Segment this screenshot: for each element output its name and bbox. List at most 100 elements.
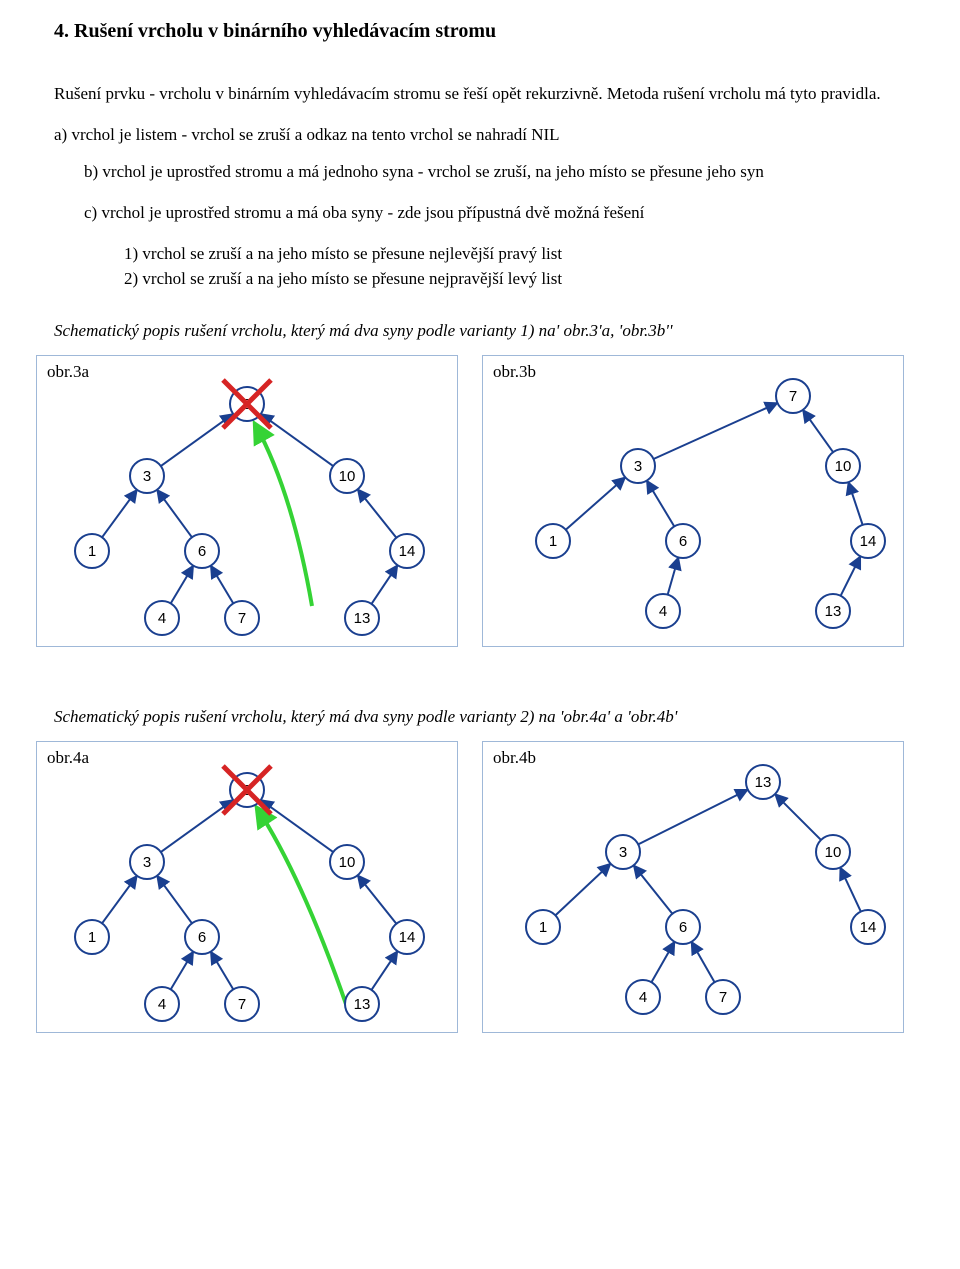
figure-4a-box: obr.4a 831016144713 — [36, 741, 458, 1033]
tree-node: 4 — [145, 601, 179, 635]
tree-node: 13 — [345, 601, 379, 635]
sub-item-1: 1) vrchol se zruší a na jeho místo se př… — [124, 243, 924, 266]
tree-edge — [555, 863, 610, 915]
tree-node: 6 — [185, 534, 219, 568]
svg-text:7: 7 — [789, 388, 797, 405]
svg-text:10: 10 — [339, 854, 356, 871]
figure-3a-svg: 8 3 10 1 6 14 4 7 13 — [37, 356, 457, 646]
tree-edge — [651, 941, 674, 981]
tree-node: 10 — [330, 845, 364, 879]
tree-edge — [102, 875, 137, 923]
tree-edge — [161, 800, 233, 852]
svg-text:13: 13 — [825, 603, 842, 620]
tree-node: 3 — [130, 845, 164, 879]
tree-edge — [102, 489, 137, 537]
svg-text:7: 7 — [238, 996, 246, 1013]
svg-text:3: 3 — [143, 854, 151, 871]
tree-edge — [803, 409, 833, 451]
svg-text:14: 14 — [860, 533, 877, 550]
tree-edge — [371, 565, 397, 604]
svg-text:3: 3 — [619, 844, 627, 861]
svg-text:10: 10 — [825, 844, 842, 861]
figures-row-1: obr.3a 8 3 10 1 6 14 4 7 13 obr.3b 7 3 10 1 6 14 4 13 — [36, 355, 924, 647]
svg-text:1: 1 — [88, 543, 96, 560]
svg-text:4: 4 — [659, 603, 667, 620]
tree-edge — [840, 867, 861, 911]
tree-edge — [171, 951, 194, 989]
figure-4b-box: obr.4b 13 3 10 1 6 14 4 7 — [482, 741, 904, 1033]
page: 4. Rušení vrcholu v binárního vyhledávac… — [0, 0, 960, 1083]
tree-node: 14 — [851, 910, 885, 944]
svg-text:10: 10 — [835, 458, 852, 475]
move-arrow — [255, 424, 312, 606]
svg-text:13: 13 — [354, 610, 371, 627]
tree-node: 1 — [526, 910, 560, 944]
tree-edge — [261, 800, 333, 852]
figure-3b-label: obr.3b — [493, 362, 536, 382]
svg-text:6: 6 — [198, 929, 206, 946]
figure-3b-box: obr.3b 7 3 10 1 6 14 4 13 — [482, 355, 904, 647]
tree-edge — [157, 875, 192, 923]
figure-3a-label: obr.3a — [47, 362, 89, 382]
svg-text:6: 6 — [679, 919, 687, 936]
tree-edge — [161, 414, 233, 466]
item-c: c) vrchol je uprostřed stromu a má oba s… — [84, 202, 924, 225]
svg-text:4: 4 — [158, 610, 166, 627]
tree-node: 10 — [330, 459, 364, 493]
tree-node: 3 — [621, 449, 655, 483]
tree-node: 6 — [666, 910, 700, 944]
tree-edge — [653, 403, 777, 459]
tree-node: 3 — [606, 835, 640, 869]
tree-node: 4 — [646, 594, 680, 628]
tree-node: 10 — [816, 835, 850, 869]
tree-edge — [638, 789, 748, 844]
tree-edge — [566, 477, 626, 530]
tree-node: 14 — [390, 920, 424, 954]
svg-text:1: 1 — [539, 919, 547, 936]
svg-text:3: 3 — [634, 458, 642, 475]
item-b: b) vrchol je uprostřed stromu a má jedno… — [84, 161, 924, 184]
tree-node: 1 — [75, 920, 109, 954]
tree-edge — [691, 941, 714, 981]
tree-edge — [668, 557, 679, 594]
tree-node: 6 — [666, 524, 700, 558]
tree-node: 3 — [130, 459, 164, 493]
tree-node: 7 — [706, 980, 740, 1014]
tree-node: 7 — [225, 601, 259, 635]
svg-text:6: 6 — [679, 533, 687, 550]
tree-node: 7 — [225, 987, 259, 1021]
tree-edge — [171, 565, 194, 603]
tree-edge — [371, 951, 397, 990]
tree-edge — [157, 489, 192, 537]
figure-4a-label: obr.4a — [47, 748, 89, 768]
svg-text:1: 1 — [88, 929, 96, 946]
tree-node: 14 — [851, 524, 885, 558]
tree-edge — [848, 482, 862, 525]
svg-text:1: 1 — [549, 533, 557, 550]
svg-text:4: 4 — [639, 989, 647, 1006]
figure-4b-label: obr.4b — [493, 748, 536, 768]
tree-edge — [211, 951, 234, 989]
figures-row-2: obr.4a 831016144713 obr.4b 13310161447 — [36, 741, 924, 1033]
tree-node: 6 — [185, 920, 219, 954]
svg-text:7: 7 — [719, 989, 727, 1006]
tree-edge — [358, 875, 397, 923]
svg-text:3: 3 — [143, 468, 151, 485]
figure-3a-box: obr.3a 8 3 10 1 6 14 4 7 13 — [36, 355, 458, 647]
figure-4b-svg: 13 3 10 1 6 14 4 7 — [483, 742, 903, 1032]
tree-edge — [211, 565, 234, 603]
tree-node: 13 — [345, 987, 379, 1021]
move-arrow — [257, 808, 347, 1007]
tree-node: 10 — [826, 449, 860, 483]
svg-text:6: 6 — [198, 543, 206, 560]
caption-variant-1: Schematický popis rušení vrcholu, který … — [54, 321, 924, 341]
svg-text:14: 14 — [399, 543, 416, 560]
tree-edge — [775, 794, 821, 840]
tree-node: 13 — [746, 765, 780, 799]
sub-item-2: 2) vrchol se zruší a na jeho místo se př… — [124, 268, 924, 291]
tree-node: 13 — [816, 594, 850, 628]
tree-node: 1 — [75, 534, 109, 568]
tree-node: 1 — [536, 524, 570, 558]
svg-text:14: 14 — [860, 919, 877, 936]
tree-node: 8 — [223, 380, 271, 428]
